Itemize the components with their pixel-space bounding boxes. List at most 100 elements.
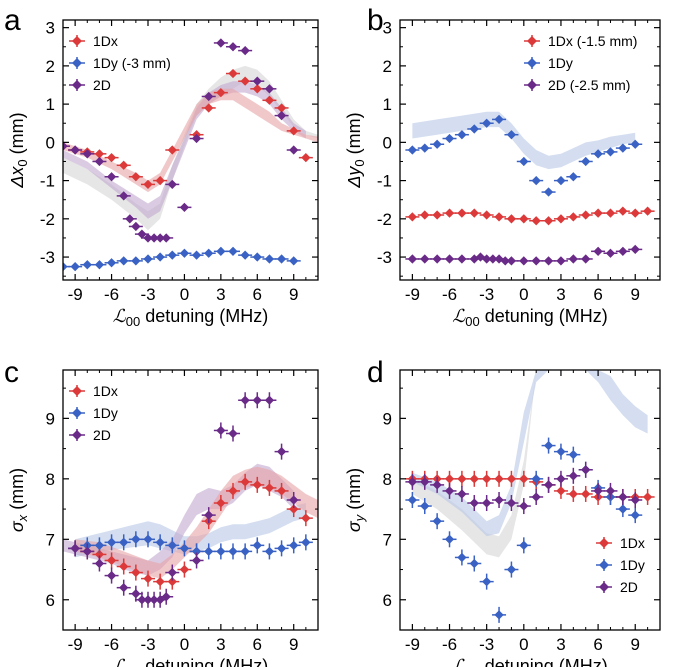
marker-diamond: [543, 440, 554, 451]
data-point: [128, 564, 143, 581]
data-point: [467, 470, 482, 487]
marker-diamond: [519, 501, 529, 511]
data-point: [454, 485, 469, 502]
marker-diamond: [216, 246, 226, 256]
marker-diamond: [432, 139, 442, 149]
data-point: [615, 206, 630, 216]
data-point: [541, 256, 556, 266]
marker-diamond: [216, 546, 226, 557]
marker-diamond: [444, 254, 455, 264]
marker-diamond: [593, 246, 603, 256]
data-point: [189, 133, 204, 144]
marker-diamond: [131, 589, 141, 599]
marker-diamond: [630, 139, 640, 149]
data-point: [250, 84, 265, 94]
data-point: [80, 149, 95, 159]
data-point: [603, 482, 618, 499]
x-tick-label: 0: [180, 285, 189, 304]
data-point: [262, 392, 277, 409]
marker-diamond: [556, 214, 566, 224]
data-point: [226, 68, 240, 79]
data-point: [516, 498, 531, 515]
data-point: [454, 208, 469, 218]
axes-frame: [62, 369, 319, 631]
x-tick-label: -3: [140, 285, 155, 304]
marker-diamond: [469, 124, 479, 134]
legend-label: 1Dx: [93, 33, 118, 49]
marker-diamond: [94, 558, 105, 569]
legend-entry: 2D (-2.5 mm): [524, 77, 630, 93]
marker-diamond: [581, 489, 591, 499]
marker-diamond: [581, 210, 591, 220]
marker-diamond: [161, 592, 171, 602]
marker-diamond: [264, 254, 275, 264]
marker-diamond: [457, 489, 467, 499]
legend-entry: 1Dx: [596, 535, 645, 551]
band-gray-0: [412, 370, 537, 558]
legend-entry: 1Dx: [69, 383, 118, 399]
marker-diamond: [119, 160, 129, 170]
x-tick-label: 6: [593, 285, 602, 304]
y-tick-label: -2: [377, 210, 392, 229]
data-point: [286, 126, 301, 136]
marker-diamond: [444, 534, 455, 544]
y-axis-label: σy (mm): [344, 468, 367, 532]
data-point: [274, 443, 289, 460]
marker-diamond: [494, 212, 504, 222]
marker-diamond: [216, 88, 226, 98]
data-point: [238, 543, 253, 560]
data-point: [92, 260, 107, 270]
marker-diamond: [155, 175, 165, 186]
marker-diamond: [216, 38, 226, 48]
data-point: [159, 588, 174, 605]
y-tick-label: 6: [46, 591, 55, 610]
data-point: [479, 118, 494, 128]
marker-diamond: [506, 564, 517, 575]
marker-diamond: [155, 537, 165, 547]
data-point: [492, 606, 507, 623]
data-point: [68, 540, 83, 557]
y-tick-label: 1: [46, 95, 55, 114]
data-point: [116, 191, 131, 201]
data-point: [238, 76, 253, 86]
data-point: [442, 133, 457, 144]
marker-diamond: [531, 256, 541, 266]
data-point: [165, 564, 180, 581]
marker-diamond: [131, 172, 141, 182]
marker-diamond: [82, 546, 92, 557]
marker-diamond: [506, 130, 517, 140]
marker-diamond: [494, 474, 504, 484]
data-point: [628, 139, 643, 149]
marker-diamond: [618, 246, 628, 256]
marker-diamond: [531, 474, 541, 484]
data-point: [566, 485, 581, 502]
data-point: [122, 214, 137, 224]
marker-diamond: [581, 465, 591, 475]
y-tick-label: 9: [383, 409, 392, 428]
data-point: [566, 467, 581, 484]
data-point: [479, 495, 494, 512]
x-tick-label: 0: [519, 285, 528, 304]
data-point: [430, 210, 445, 220]
data-point: [153, 534, 168, 551]
data-point: [201, 248, 216, 258]
data-point: [286, 145, 301, 155]
plot-area: [405, 370, 655, 623]
y-tick-label: -1: [40, 172, 55, 191]
data-point: [286, 256, 301, 266]
marker-diamond: [556, 447, 566, 457]
data-point: [640, 206, 655, 216]
marker-diamond: [556, 474, 566, 484]
data-point: [578, 254, 593, 264]
data-point: [467, 124, 482, 134]
panel-label: c: [4, 356, 19, 389]
x-tick-label: -6: [104, 285, 119, 304]
data-point: [213, 88, 228, 98]
data-point: [213, 246, 228, 256]
series-1Dx (-1.5 mm): [405, 206, 655, 226]
marker-diamond: [543, 187, 554, 197]
marker-diamond: [543, 216, 554, 226]
x-tick-label: 6: [593, 635, 602, 654]
marker-diamond: [119, 537, 129, 547]
marker-diamond: [531, 175, 541, 186]
